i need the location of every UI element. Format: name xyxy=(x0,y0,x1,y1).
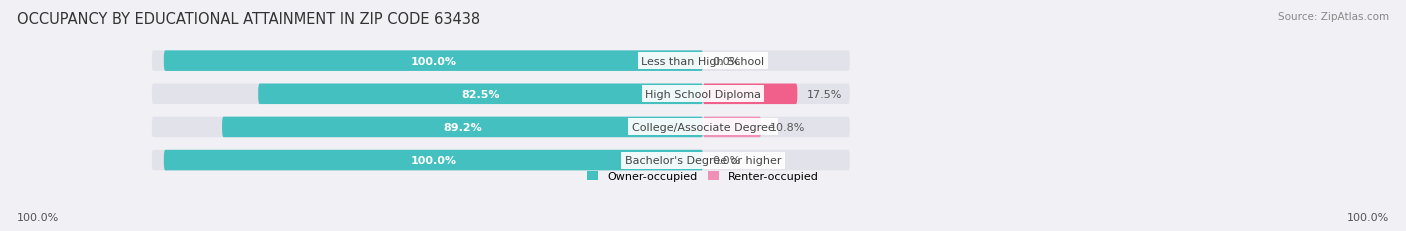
FancyBboxPatch shape xyxy=(259,84,703,105)
Text: College/Associate Degree: College/Associate Degree xyxy=(631,122,775,132)
Text: OCCUPANCY BY EDUCATIONAL ATTAINMENT IN ZIP CODE 63438: OCCUPANCY BY EDUCATIONAL ATTAINMENT IN Z… xyxy=(17,12,479,27)
FancyBboxPatch shape xyxy=(703,117,761,138)
FancyBboxPatch shape xyxy=(703,84,797,105)
Text: 100.0%: 100.0% xyxy=(411,155,457,165)
Text: Source: ZipAtlas.com: Source: ZipAtlas.com xyxy=(1278,12,1389,21)
Text: 100.0%: 100.0% xyxy=(1347,212,1389,222)
Text: Bachelor's Degree or higher: Bachelor's Degree or higher xyxy=(624,155,782,165)
Text: 0.0%: 0.0% xyxy=(711,56,740,66)
Legend: Owner-occupied, Renter-occupied: Owner-occupied, Renter-occupied xyxy=(586,171,820,182)
Text: 10.8%: 10.8% xyxy=(770,122,806,132)
Text: 0.0%: 0.0% xyxy=(711,155,740,165)
FancyBboxPatch shape xyxy=(152,117,849,138)
FancyBboxPatch shape xyxy=(165,150,703,171)
Text: 100.0%: 100.0% xyxy=(17,212,59,222)
Text: 89.2%: 89.2% xyxy=(443,122,482,132)
Text: High School Diploma: High School Diploma xyxy=(645,89,761,99)
FancyBboxPatch shape xyxy=(152,51,849,72)
FancyBboxPatch shape xyxy=(222,117,703,138)
Text: 82.5%: 82.5% xyxy=(461,89,501,99)
FancyBboxPatch shape xyxy=(152,84,849,105)
FancyBboxPatch shape xyxy=(165,51,703,72)
Text: 17.5%: 17.5% xyxy=(807,89,842,99)
FancyBboxPatch shape xyxy=(152,150,849,171)
Text: Less than High School: Less than High School xyxy=(641,56,765,66)
Text: 100.0%: 100.0% xyxy=(411,56,457,66)
